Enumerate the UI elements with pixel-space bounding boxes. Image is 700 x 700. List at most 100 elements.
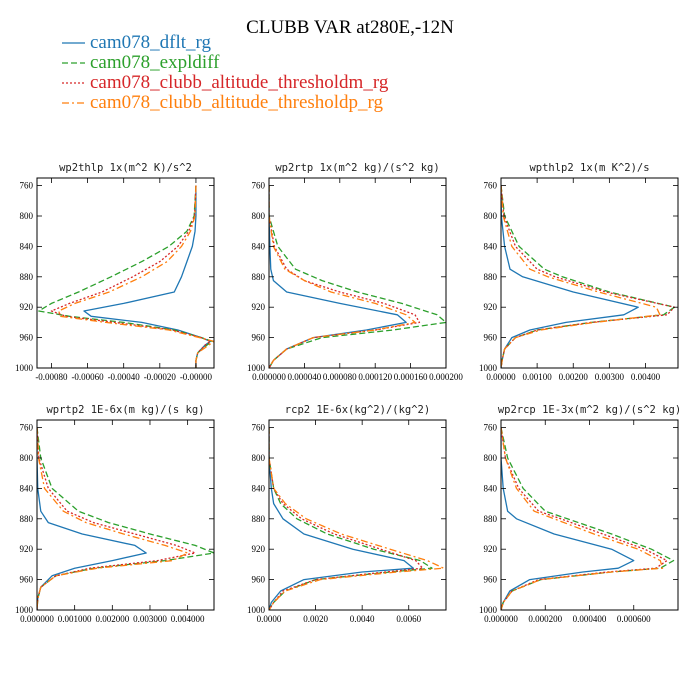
- y-tick-label: 840: [20, 483, 34, 493]
- series-line-cam078_expldiff: [269, 427, 433, 610]
- x-tick-label: 0.000200: [528, 614, 562, 624]
- x-tick-label: 0.0060: [396, 614, 421, 624]
- x-tick-label: -0.00040: [108, 372, 141, 382]
- x-tick-label: 0.001000: [58, 614, 92, 624]
- series-line-cam078_clubb_altitude_thresholdm_rg: [501, 185, 676, 368]
- series-line-cam078_dflt_rg: [501, 185, 639, 368]
- y-tick-label: 920: [484, 544, 498, 554]
- series-line-cam078_clubb_altitude_thresholdm_rg: [269, 427, 424, 610]
- x-tick-label: 0.000040: [288, 372, 322, 382]
- plot-frame: [36, 177, 215, 369]
- y-tick-label: 880: [484, 272, 498, 282]
- x-tick-label: 0.003000: [133, 614, 167, 624]
- x-tick-label: 0.000000: [484, 614, 518, 624]
- x-tick-label: 0.000080: [323, 372, 357, 382]
- plot-frame: [268, 177, 447, 369]
- panel-title: wprtp2 1E-6x(m kg)/(s kg): [46, 404, 204, 416]
- y-tick-label: 960: [484, 575, 498, 585]
- legend-label-cam078_dflt_rg: cam078_dflt_rg: [90, 32, 212, 53]
- y-tick-label: 800: [20, 211, 34, 221]
- panel-1: wp2thlp 1x(m^2 K)/s^2 760 800 840 880 920 960 1…: [15, 162, 215, 382]
- y-tick-label: 920: [252, 544, 266, 554]
- y-tick-label: 800: [252, 211, 266, 221]
- x-tick-label: 0.00200: [559, 372, 589, 382]
- y-tick-label: 920: [252, 302, 266, 312]
- x-tick-label: 0.000000: [20, 614, 54, 624]
- figure-title: CLUBB VAR at280E,-12N: [246, 17, 454, 38]
- legend-label-cam078_expldiff: cam078_expldiff: [90, 52, 220, 73]
- y-tick-label: 880: [484, 514, 498, 524]
- x-tick-label: 0.0020: [303, 614, 328, 624]
- y-tick-label: 880: [20, 514, 34, 524]
- series-group: [38, 185, 214, 368]
- y-tick-label: 840: [484, 483, 498, 493]
- x-tick-label: 0.000400: [573, 614, 607, 624]
- x-tick-label: 0.0000: [257, 614, 282, 624]
- series-line-cam078_clubb_altitude_thresholdp_rg: [269, 427, 445, 610]
- y-tick-label: 960: [484, 333, 498, 343]
- series-line-cam078_clubb_altitude_thresholdm_rg: [501, 427, 668, 610]
- x-tick-label: 0.00000: [486, 372, 516, 382]
- panels: wp2thlp 1x(m^2 K)/s^2 760 800 840 880 920 960 1…: [15, 162, 681, 624]
- y-tick-label: 760: [20, 423, 34, 433]
- series-line-cam078_clubb_altitude_thresholdm_rg: [269, 185, 421, 368]
- y-tick-label: 840: [252, 483, 266, 493]
- y-tick-label: 800: [484, 453, 498, 463]
- legend-label-cam078_clubb_altitude_thresholdp_rg: cam078_clubb_altitude_thresholdp_rg: [90, 92, 384, 113]
- y-tick-label: 1000: [479, 605, 498, 615]
- y-tick-label: 1000: [15, 363, 34, 373]
- y-tick-label: 800: [484, 211, 498, 221]
- series-line-cam078_clubb_altitude_thresholdp_rg: [501, 427, 664, 610]
- panel-3: wpthlp2 1x(m K^2)/s 760 800 840 880 920 960 100…: [479, 162, 679, 382]
- y-tick-label: 760: [252, 423, 266, 433]
- x-tick-label: -0.00060: [71, 372, 104, 382]
- x-tick-label: -0.00080: [35, 372, 68, 382]
- series-line-cam078_expldiff: [37, 427, 214, 610]
- panel-title: rcp2 1E-6x(kg^2)/(kg^2): [285, 404, 430, 416]
- y-tick-label: 840: [252, 241, 266, 251]
- y-tick-label: 1000: [247, 363, 266, 373]
- series-line-cam078_clubb_altitude_thresholdp_rg: [269, 185, 416, 368]
- legend-label-cam078_clubb_altitude_thresholdm_rg: cam078_clubb_altitude_thresholdm_rg: [90, 72, 389, 93]
- series-line-cam078_clubb_altitude_thresholdp_rg: [37, 427, 189, 610]
- y-tick-label: 760: [252, 181, 266, 191]
- series-group: [37, 427, 214, 610]
- plot-frame: [36, 419, 215, 611]
- y-tick-label: 760: [20, 181, 34, 191]
- y-tick-label: 920: [20, 302, 34, 312]
- y-tick-label: 960: [20, 333, 34, 343]
- y-tick-label: 840: [20, 241, 34, 251]
- panel-4: wprtp2 1E-6x(m kg)/(s kg) 760 800 840 880 920…: [15, 404, 215, 624]
- x-tick-label: 0.002000: [95, 614, 129, 624]
- series-line-cam078_dflt_rg: [269, 185, 407, 368]
- x-tick-label: 0.00400: [631, 372, 661, 382]
- y-tick-label: 840: [484, 241, 498, 251]
- series-line-cam078_dflt_rg: [83, 185, 212, 368]
- x-tick-label: -0.00000: [180, 372, 213, 382]
- y-tick-label: 800: [20, 453, 34, 463]
- x-tick-label: 0.000600: [617, 614, 651, 624]
- panel-title: wp2rtp 1x(m^2 kg)/(s^2 kg): [275, 162, 439, 174]
- y-tick-label: 880: [20, 272, 34, 282]
- series-line-cam078_dflt_rg: [37, 427, 147, 610]
- y-tick-label: 880: [252, 272, 266, 282]
- series-line-cam078_expldiff: [501, 427, 675, 610]
- series-line-cam078_clubb_altitude_thresholdm_rg: [37, 427, 196, 610]
- y-tick-label: 960: [20, 575, 34, 585]
- x-tick-label: 0.000120: [358, 372, 392, 382]
- x-tick-label: 0.00100: [522, 372, 552, 382]
- y-tick-label: 920: [484, 302, 498, 312]
- x-tick-label: 0.004000: [171, 614, 205, 624]
- panel-2: wp2rtp 1x(m^2 kg)/(s^2 kg) 760 800 840 880 92…: [247, 162, 463, 382]
- x-tick-label: 0.0040: [350, 614, 375, 624]
- y-tick-label: 880: [252, 514, 266, 524]
- series-group: [269, 427, 445, 610]
- y-tick-label: 960: [252, 333, 266, 343]
- panel-title: wp2rcp 1E-3x(m^2 kg)/(s^2 kg): [498, 404, 681, 416]
- x-tick-label: 0.000200: [429, 372, 463, 382]
- series-line-cam078_expldiff: [269, 185, 446, 368]
- y-tick-label: 1000: [247, 605, 266, 615]
- series-group: [501, 185, 676, 368]
- series-group: [501, 427, 675, 610]
